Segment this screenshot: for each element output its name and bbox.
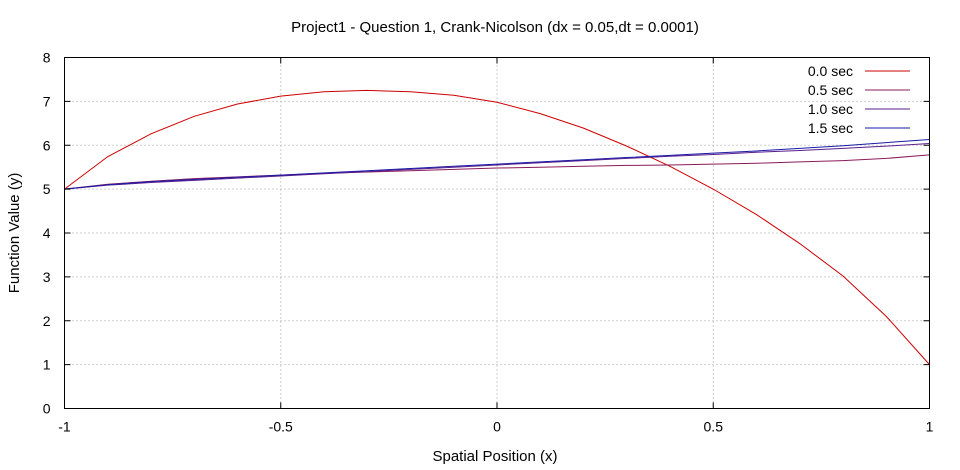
x-tick-label: -1 (58, 419, 71, 435)
y-tick-label: 6 (43, 137, 51, 153)
x-tick-label: -0.5 (269, 419, 293, 435)
x-tick-label: 1 (926, 419, 934, 435)
y-tick-label: 3 (43, 269, 51, 285)
x-axis-label: Spatial Position (x) (432, 448, 557, 465)
series-line-1 (64, 154, 930, 190)
chart-title: Project1 - Question 1, Crank-Nicolson (d… (291, 19, 699, 36)
legend-label: 0.5 sec (808, 82, 853, 98)
series-line-2 (64, 143, 930, 190)
y-tick-label: 4 (43, 225, 51, 241)
axis-ticks: 0 1 2 3 4 5 6 7 8 -1 -0.5 0 0.5 1 (43, 50, 934, 435)
series-layer (64, 89, 930, 365)
y-tick-label: 2 (43, 313, 51, 329)
x-tick-label: 0.5 (704, 419, 724, 435)
legend-label: 1.5 sec (808, 120, 853, 136)
series-line-3 (64, 139, 930, 190)
y-tick-label: 0 (43, 401, 51, 417)
y-tick-label: 8 (43, 50, 51, 66)
x-tick-label: 0 (493, 419, 501, 435)
y-tick-label: 5 (43, 181, 51, 197)
legend-label: 1.0 sec (808, 101, 853, 117)
y-axis-label: Function Value (y) (6, 173, 23, 294)
grid (64, 57, 930, 409)
series-line-0 (64, 89, 930, 365)
legend: 0.0 sec 0.5 sec 1.0 sec 1.5 sec (808, 63, 910, 136)
legend-label: 0.0 sec (808, 63, 853, 79)
y-tick-label: 1 (43, 357, 51, 373)
y-tick-label: 7 (43, 93, 51, 109)
